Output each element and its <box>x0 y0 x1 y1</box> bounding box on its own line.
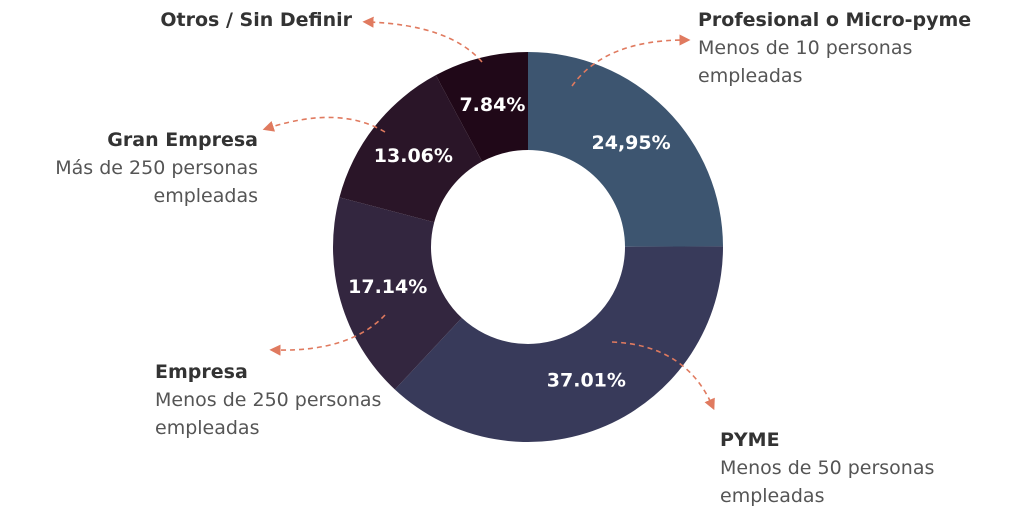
arrow <box>571 34 691 87</box>
value-label: 37.01% <box>547 369 626 391</box>
category-name: PYME <box>720 429 780 451</box>
category-label: Otros / Sin Definir <box>60 6 352 34</box>
donut-segment <box>394 246 723 442</box>
category-description: Menos de 10 personas empleadas <box>698 37 913 87</box>
arrow <box>269 314 386 356</box>
donut-segment <box>435 52 528 162</box>
category-label: Empresa Menos de 250 personas empleadas <box>155 358 395 442</box>
arrows <box>262 16 715 411</box>
arrow <box>362 16 483 63</box>
category-label: Gran Empresa Más de 250 personas empleada… <box>18 126 258 210</box>
value-label: 7.84% <box>459 94 525 116</box>
value-label: 24,95% <box>592 132 671 154</box>
arrow <box>611 341 715 411</box>
category-name: Gran Empresa <box>107 129 258 151</box>
value-label: 17.14% <box>348 276 427 298</box>
category-description: Menos de 50 personas empleadas <box>720 457 935 507</box>
category-label: PYME Menos de 50 personas empleadas <box>720 426 1000 509</box>
category-description: Más de 250 personas empleadas <box>55 157 258 207</box>
category-name: Profesional o Micro-pyme <box>698 9 972 31</box>
category-name: Empresa <box>155 361 248 383</box>
arrow <box>262 116 386 133</box>
category-description: Menos de 250 personas empleadas <box>155 389 382 439</box>
donut-segment <box>339 75 483 223</box>
category-label: Profesional o Micro-pyme Menos de 10 pers… <box>698 6 998 90</box>
value-label: 13.06% <box>374 145 453 167</box>
donut-segment <box>333 197 462 390</box>
category-name: Otros / Sin Definir <box>160 9 352 31</box>
donut-segment <box>528 52 723 247</box>
